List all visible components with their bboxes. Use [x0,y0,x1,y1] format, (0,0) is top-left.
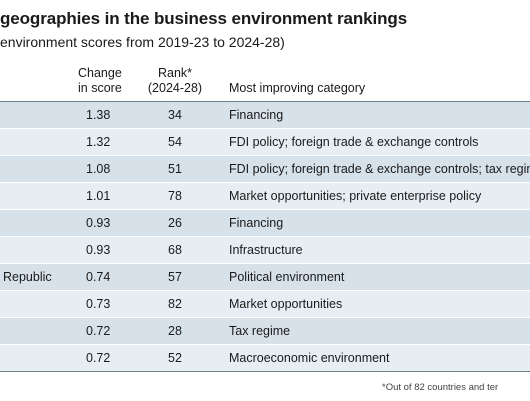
change-cell: 1.08 [86,162,111,176]
rank-cell: 34 [168,108,182,122]
header-divider [0,101,530,102]
change-cell: 1.32 [86,135,111,149]
change-cell: 0.74 [86,270,111,284]
rank-cell: 82 [168,297,182,311]
rank-cell: 28 [168,324,182,338]
rank-cell: 68 [168,243,182,257]
table-title: geographies in the business environment … [0,9,408,28]
change-cell: 0.72 [86,351,111,365]
header-change-in-score: Change in score [78,66,122,95]
header-rank: Rank* (2024-28) [147,66,203,95]
table-row: 0.73 82 Market opportunities [0,291,530,318]
footnote: *Out of 82 countries and ter [382,382,499,393]
category-cell: Market opportunities; private enterprise… [229,189,482,203]
rank-cell: 51 [168,162,182,176]
category-cell: Political environment [229,270,345,284]
change-cell: 1.38 [86,108,111,122]
category-cell: Macroeconomic environment [229,351,390,365]
table-row: 0.93 68 Infrastructure [0,237,530,264]
header-most-improving-category: Most improving category [229,81,366,95]
rank-cell: 78 [168,189,182,203]
rank-cell: 26 [168,216,182,230]
table-row: 0.72 28 Tax regime [0,318,530,345]
change-cell: 0.93 [86,216,111,230]
table-row: 1.32 54 FDI policy; foreign trade & exch… [0,129,530,156]
category-cell: Financing [229,108,284,122]
geography-cell: Republic [3,270,52,284]
table-row: 1.08 51 FDI policy; foreign trade & exch… [0,156,530,183]
rank-cell: 57 [168,270,182,284]
change-cell: 0.73 [86,297,111,311]
category-cell: Financing [229,216,284,230]
category-cell: FDI policy; foreign trade & exchange con… [229,135,479,149]
category-cell: Market opportunities [229,297,343,311]
category-cell: Tax regime [229,324,291,338]
table-row: 0.93 26 Financing [0,210,530,237]
table-row: 0.72 52 Macroeconomic environment [0,345,530,372]
table-subtitle: environment scores from 2019-23 to 2024-… [0,34,285,50]
rank-cell: 52 [168,351,182,365]
change-cell: 0.72 [86,324,111,338]
table-row: 1.38 34 Financing [0,102,530,129]
change-cell: 0.93 [86,243,111,257]
category-cell: FDI policy; foreign trade & exchange con… [229,162,530,176]
rankings-table: 1.38 34 Financing 1.32 54 FDI policy; fo… [0,102,530,372]
rank-cell: 54 [168,135,182,149]
table-row: 1.01 78 Market opportunities; private en… [0,183,530,210]
change-cell: 1.01 [86,189,111,203]
category-cell: Infrastructure [229,243,303,257]
table-row: Republic 0.74 57 Political environment [0,264,530,291]
